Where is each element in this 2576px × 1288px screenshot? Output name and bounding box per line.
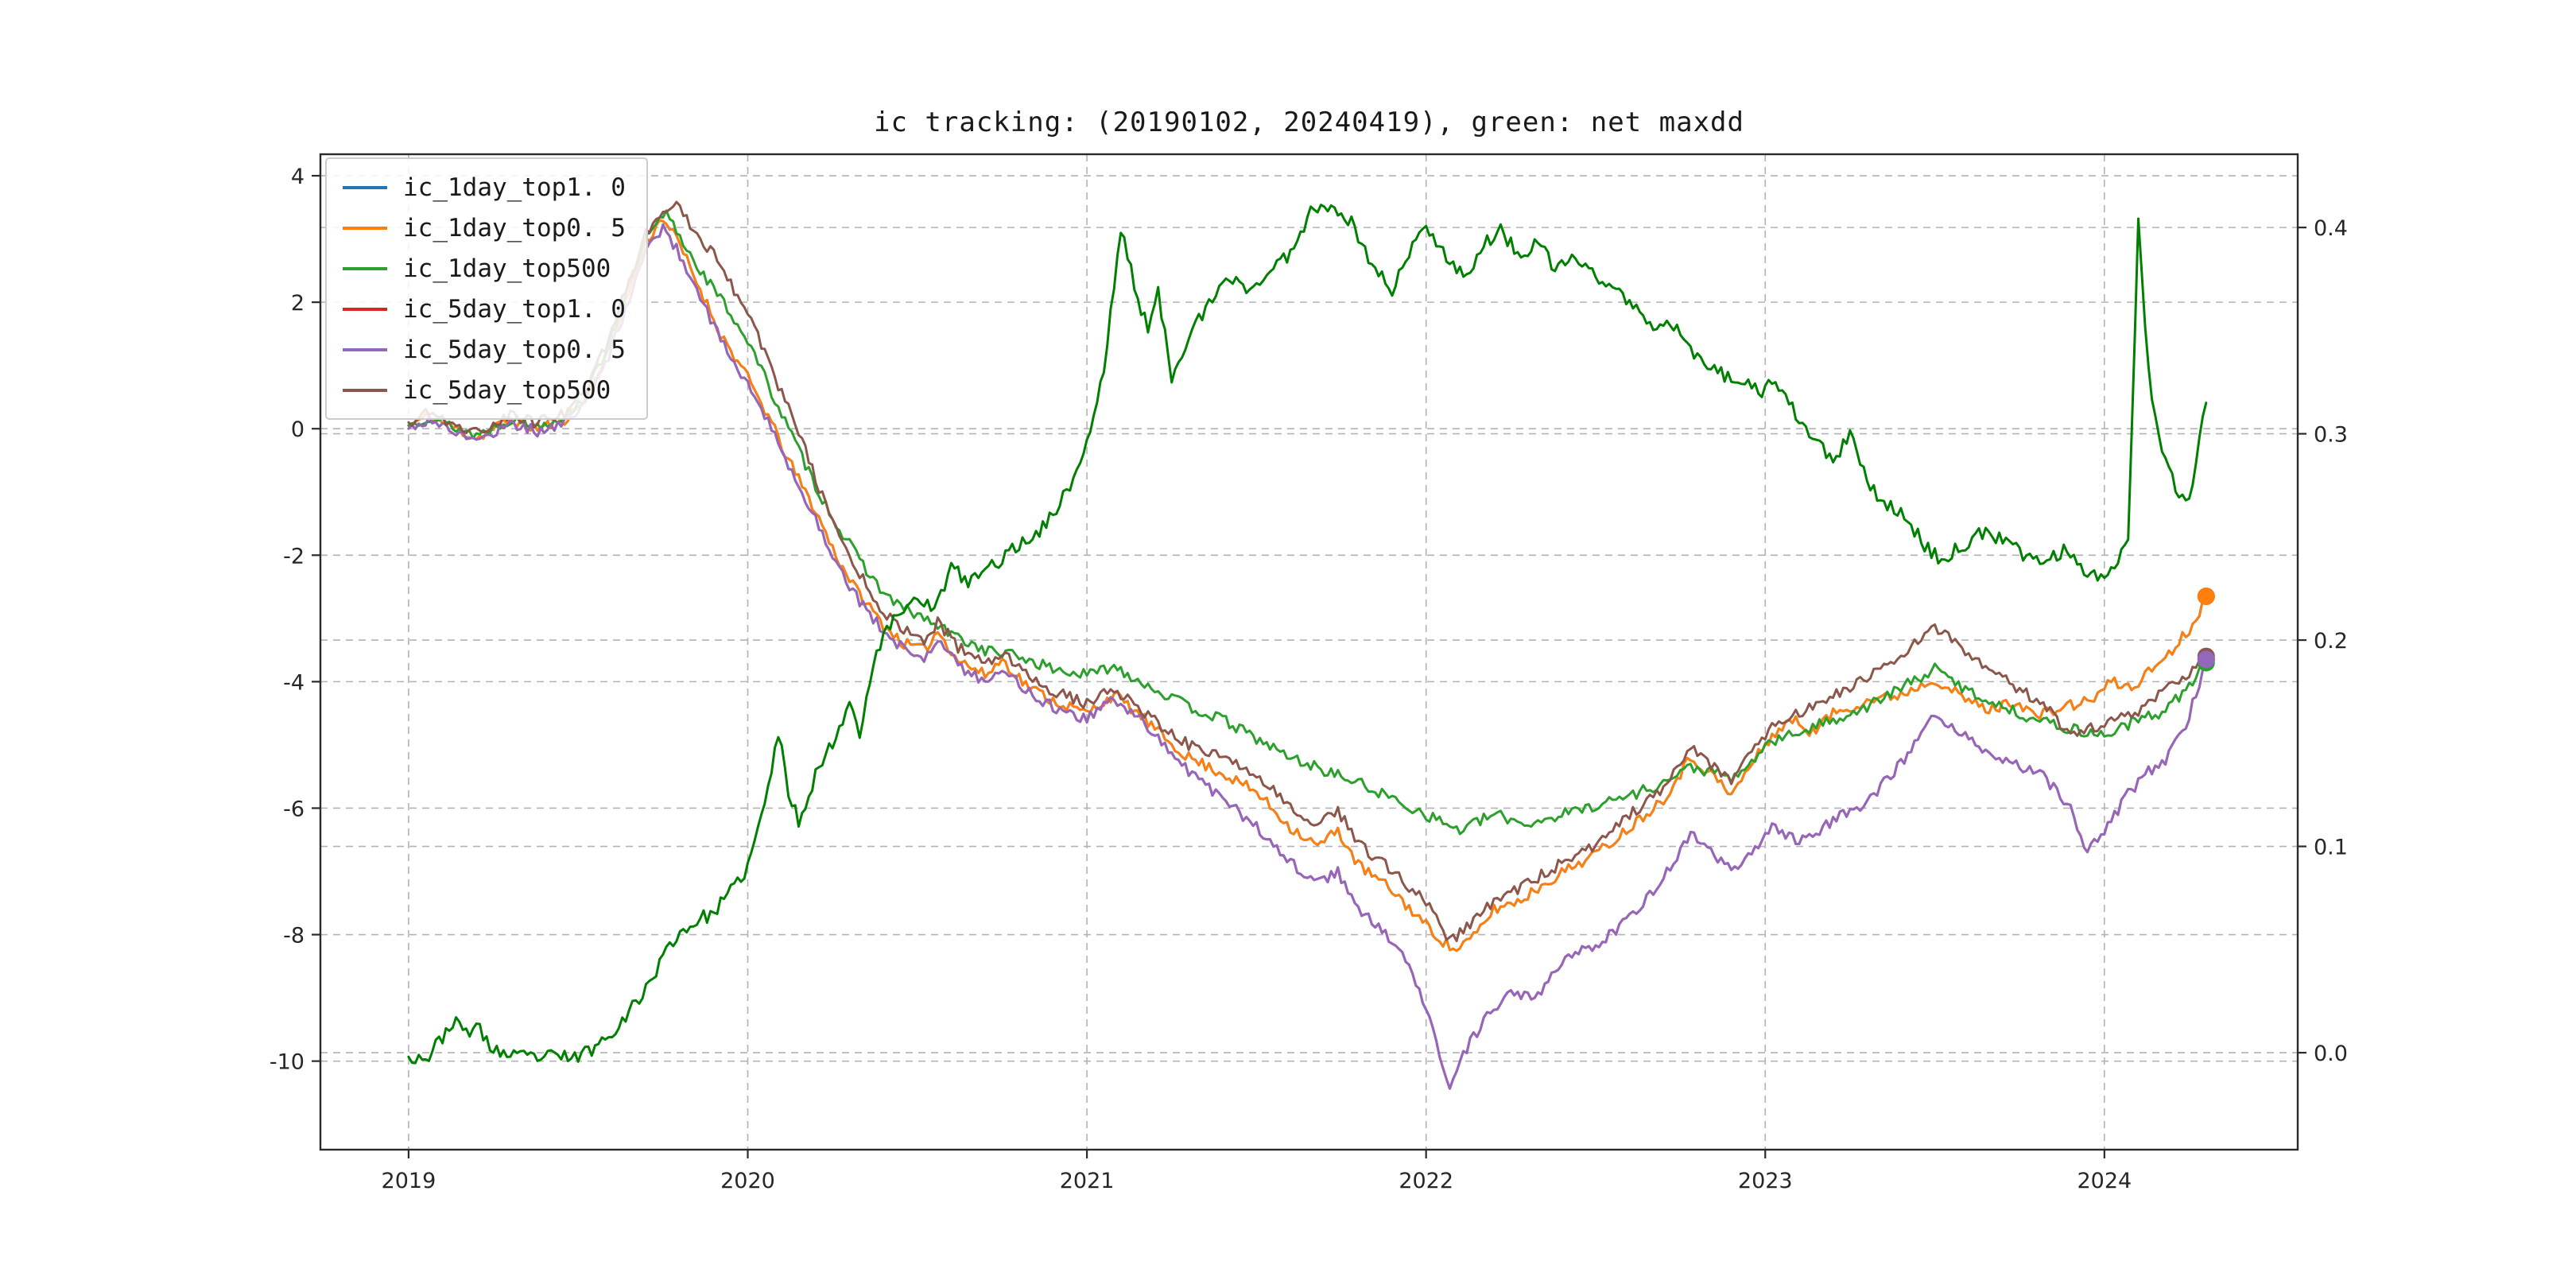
left-tick-label: -6 <box>283 797 305 821</box>
legend-line-swatch <box>343 388 387 392</box>
x-tick-label: 2019 <box>382 1169 436 1193</box>
endpoint-marker-ic_1day_top0.5 <box>2197 588 2215 606</box>
legend-item: ic_1day_top1. 0 <box>343 167 626 208</box>
legend-line-swatch <box>343 226 387 230</box>
x-tick-label: 2022 <box>1399 1169 1453 1193</box>
left-tick-label: -10 <box>270 1050 305 1075</box>
x-tick-label: 2021 <box>1060 1169 1115 1193</box>
series-line-ic_1day_top0.5 <box>407 219 2208 952</box>
series-line-ic_1day_top1.0 <box>407 219 2208 952</box>
right-tick-label: 0.4 <box>2314 216 2348 241</box>
series-line-ic_5day_top0.5 <box>407 223 2208 1090</box>
series-line-net_maxdd <box>407 204 2208 1065</box>
series-line-ic_5day_top1.0 <box>407 223 2208 1090</box>
legend-item-label: ic_5day_top500 <box>403 375 611 405</box>
endpoint-marker-ic_5day_top0.5 <box>2197 650 2215 669</box>
x-tick-label: 2023 <box>1738 1169 1793 1193</box>
x-tick-label: 2024 <box>2077 1169 2132 1193</box>
right-tick-label: 0.0 <box>2314 1042 2348 1066</box>
right-tick-label: 0.2 <box>2314 629 2348 654</box>
right-tick-label: 0.1 <box>2314 836 2348 860</box>
legend-item-label: ic_1day_top1. 0 <box>403 173 626 202</box>
left-tick-label: -4 <box>283 670 305 695</box>
x-tick-label: 2020 <box>720 1169 775 1193</box>
legend-line-swatch <box>343 347 387 351</box>
legend-item: ic_1day_top0. 5 <box>343 208 626 248</box>
left-tick-label: 2 <box>291 291 305 316</box>
legend-line-swatch <box>343 266 387 270</box>
chart-title: ic tracking: (20190102, 20240419), green… <box>874 107 1744 138</box>
series-line-ic_1day_top500 <box>407 209 2208 836</box>
series-line-ic_5day_top500 <box>407 200 2208 942</box>
legend-item-label: ic_5day_top1. 0 <box>403 294 626 324</box>
left-tick-label: 0 <box>291 417 305 442</box>
legend-item: ic_5day_top500 <box>343 370 626 410</box>
legend-item-label: ic_1day_top500 <box>403 254 611 283</box>
axes-box <box>319 153 2299 1151</box>
legend-item-label: ic_5day_top0. 5 <box>403 335 626 364</box>
legend-item: ic_1day_top500 <box>343 248 626 289</box>
legend-line-swatch <box>343 185 387 189</box>
legend-item-label: ic_1day_top0. 5 <box>403 213 626 242</box>
left-tick-label: 4 <box>291 165 305 189</box>
left-tick-label: -8 <box>283 924 305 949</box>
legend-item: ic_5day_top1. 0 <box>343 289 626 329</box>
legend-line-swatch <box>343 307 387 311</box>
right-tick-label: 0.3 <box>2314 423 2348 448</box>
legend: ic_1day_top1. 0 ic_1day_top0. 5 ic_1day_to… <box>325 157 648 420</box>
legend-item: ic_5day_top0. 5 <box>343 329 626 370</box>
left-tick-label: -2 <box>283 544 305 568</box>
